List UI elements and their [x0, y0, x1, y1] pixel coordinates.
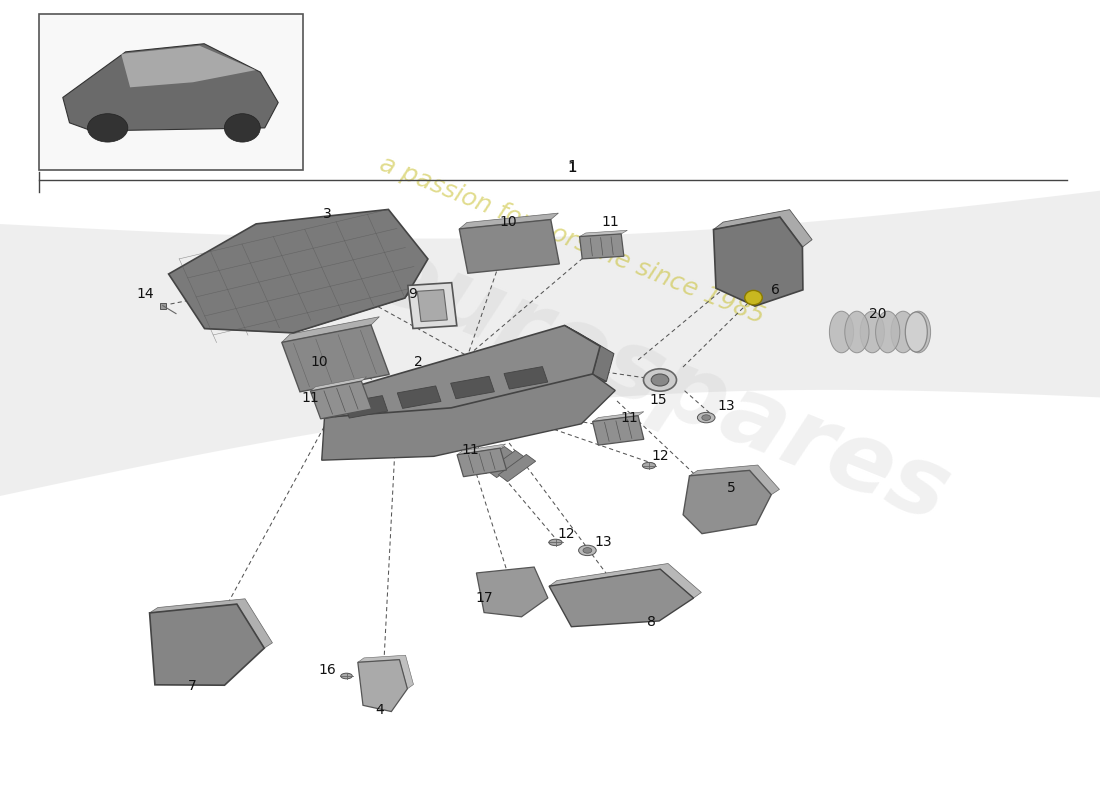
Ellipse shape — [876, 311, 900, 353]
Text: 5: 5 — [727, 481, 736, 495]
Polygon shape — [397, 386, 441, 409]
Polygon shape — [460, 213, 559, 229]
Polygon shape — [458, 444, 506, 454]
Ellipse shape — [341, 673, 352, 678]
Polygon shape — [580, 230, 627, 237]
Text: 11: 11 — [301, 391, 319, 406]
Text: 15: 15 — [649, 393, 667, 407]
Ellipse shape — [702, 414, 711, 421]
Text: 10: 10 — [499, 215, 517, 230]
Polygon shape — [476, 446, 514, 474]
Polygon shape — [205, 290, 412, 333]
Polygon shape — [549, 563, 702, 598]
Polygon shape — [336, 374, 606, 424]
Ellipse shape — [224, 114, 261, 142]
Text: 6: 6 — [771, 282, 780, 297]
Text: 11: 11 — [602, 215, 619, 230]
Polygon shape — [310, 381, 372, 419]
Text: 7: 7 — [188, 679, 197, 694]
Text: 13: 13 — [594, 535, 612, 550]
Polygon shape — [714, 217, 803, 306]
Polygon shape — [564, 326, 614, 382]
Text: 17: 17 — [475, 591, 493, 606]
Polygon shape — [282, 325, 389, 392]
Polygon shape — [504, 366, 548, 389]
Polygon shape — [321, 374, 615, 460]
Polygon shape — [458, 448, 506, 477]
Text: 9: 9 — [408, 287, 417, 302]
Polygon shape — [417, 290, 448, 322]
Text: 1: 1 — [568, 161, 576, 175]
Polygon shape — [358, 655, 414, 689]
Polygon shape — [344, 396, 387, 418]
Polygon shape — [150, 598, 273, 648]
Bar — [39, 14, 302, 170]
Text: eurospares: eurospares — [358, 226, 962, 542]
Polygon shape — [476, 567, 548, 617]
Text: 12: 12 — [651, 449, 669, 463]
Ellipse shape — [845, 311, 869, 353]
Text: 16: 16 — [319, 663, 337, 678]
Text: a passion for porsche since 1985: a passion for porsche since 1985 — [376, 151, 768, 329]
Text: 3: 3 — [323, 207, 332, 222]
Polygon shape — [150, 604, 264, 686]
Ellipse shape — [88, 114, 128, 142]
Polygon shape — [460, 219, 559, 274]
Polygon shape — [593, 416, 644, 445]
Polygon shape — [580, 234, 624, 259]
Ellipse shape — [642, 462, 656, 469]
Ellipse shape — [745, 290, 762, 305]
Ellipse shape — [644, 369, 676, 391]
Polygon shape — [714, 210, 812, 247]
Ellipse shape — [549, 539, 562, 546]
Text: 10: 10 — [310, 354, 328, 369]
Text: 1: 1 — [568, 161, 576, 175]
Polygon shape — [317, 326, 601, 417]
Text: 12: 12 — [558, 527, 575, 542]
Text: 8: 8 — [647, 615, 656, 630]
Text: 13: 13 — [717, 399, 735, 414]
Polygon shape — [690, 465, 780, 494]
Ellipse shape — [829, 311, 854, 353]
Polygon shape — [487, 450, 525, 478]
Polygon shape — [282, 317, 380, 342]
Polygon shape — [408, 282, 456, 329]
Text: 11: 11 — [620, 410, 638, 425]
Polygon shape — [121, 46, 256, 87]
Text: 20: 20 — [869, 306, 887, 321]
Ellipse shape — [583, 547, 592, 554]
Ellipse shape — [579, 546, 596, 555]
Polygon shape — [549, 569, 694, 626]
Polygon shape — [168, 210, 428, 333]
Polygon shape — [683, 470, 771, 534]
Text: 2: 2 — [414, 354, 422, 369]
Ellipse shape — [860, 311, 884, 353]
PathPatch shape — [0, 184, 1100, 496]
Polygon shape — [498, 454, 536, 482]
Polygon shape — [63, 44, 278, 131]
Ellipse shape — [906, 311, 931, 353]
Text: 4: 4 — [375, 703, 384, 718]
Text: 14: 14 — [136, 287, 154, 302]
Polygon shape — [593, 412, 644, 422]
Ellipse shape — [697, 413, 715, 422]
Ellipse shape — [891, 311, 915, 353]
Text: 11: 11 — [462, 442, 480, 457]
Polygon shape — [358, 660, 407, 711]
Polygon shape — [310, 377, 366, 391]
Polygon shape — [451, 376, 494, 398]
Ellipse shape — [651, 374, 669, 386]
Ellipse shape — [905, 312, 927, 352]
